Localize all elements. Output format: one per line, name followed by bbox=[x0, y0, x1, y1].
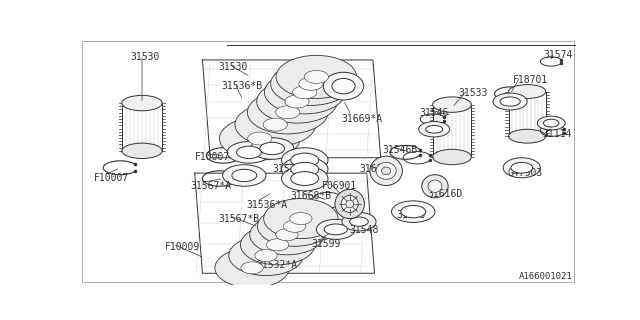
Text: F10007: F10007 bbox=[94, 173, 129, 183]
Text: 31536*A: 31536*A bbox=[246, 200, 288, 210]
Ellipse shape bbox=[248, 132, 272, 145]
Ellipse shape bbox=[263, 118, 287, 131]
Ellipse shape bbox=[509, 84, 546, 99]
Ellipse shape bbox=[276, 106, 300, 119]
Text: 31545: 31545 bbox=[396, 210, 426, 220]
Ellipse shape bbox=[229, 236, 303, 276]
Text: 31536*B: 31536*B bbox=[222, 81, 263, 91]
Ellipse shape bbox=[282, 148, 328, 172]
Ellipse shape bbox=[291, 172, 319, 186]
Text: 31574: 31574 bbox=[543, 50, 573, 60]
Text: 31114: 31114 bbox=[542, 129, 572, 139]
Ellipse shape bbox=[422, 175, 448, 198]
Text: 31567*A: 31567*A bbox=[191, 181, 232, 191]
Ellipse shape bbox=[276, 55, 356, 99]
Ellipse shape bbox=[276, 229, 298, 241]
Ellipse shape bbox=[232, 169, 257, 182]
Text: 31530: 31530 bbox=[218, 61, 247, 71]
Ellipse shape bbox=[376, 162, 396, 179]
Text: 31532*A: 31532*A bbox=[257, 260, 298, 270]
Text: 31616D: 31616D bbox=[428, 188, 463, 198]
Ellipse shape bbox=[349, 217, 368, 226]
Ellipse shape bbox=[511, 162, 532, 173]
Ellipse shape bbox=[241, 225, 315, 265]
Ellipse shape bbox=[264, 198, 338, 239]
Text: 31668*B: 31668*B bbox=[291, 191, 332, 201]
Ellipse shape bbox=[290, 212, 312, 225]
Ellipse shape bbox=[342, 212, 376, 231]
Ellipse shape bbox=[381, 167, 391, 175]
Ellipse shape bbox=[237, 146, 261, 158]
Ellipse shape bbox=[220, 117, 300, 160]
Ellipse shape bbox=[271, 62, 351, 105]
Ellipse shape bbox=[291, 162, 319, 176]
Ellipse shape bbox=[122, 95, 162, 111]
Ellipse shape bbox=[260, 142, 285, 155]
Text: 31546B: 31546B bbox=[382, 145, 417, 155]
Ellipse shape bbox=[426, 125, 443, 133]
Ellipse shape bbox=[543, 119, 559, 127]
Ellipse shape bbox=[433, 97, 472, 112]
Text: 31530: 31530 bbox=[131, 52, 160, 62]
Ellipse shape bbox=[284, 220, 306, 232]
Ellipse shape bbox=[370, 156, 403, 186]
Ellipse shape bbox=[509, 129, 546, 143]
Text: 31532*B: 31532*B bbox=[272, 164, 314, 174]
Ellipse shape bbox=[316, 219, 355, 239]
Text: 31567*B: 31567*B bbox=[218, 214, 259, 224]
Ellipse shape bbox=[299, 77, 323, 90]
Text: F06901: F06901 bbox=[322, 181, 357, 191]
Ellipse shape bbox=[493, 93, 527, 110]
Ellipse shape bbox=[122, 143, 162, 158]
Ellipse shape bbox=[500, 97, 520, 106]
Ellipse shape bbox=[433, 149, 472, 165]
Ellipse shape bbox=[241, 262, 263, 274]
Ellipse shape bbox=[255, 250, 277, 261]
Text: G47903: G47903 bbox=[508, 168, 543, 178]
Ellipse shape bbox=[282, 157, 328, 182]
Ellipse shape bbox=[250, 215, 324, 255]
Text: 31669*A: 31669*A bbox=[341, 114, 382, 124]
Ellipse shape bbox=[223, 165, 266, 186]
Ellipse shape bbox=[257, 206, 332, 246]
Ellipse shape bbox=[266, 239, 289, 251]
Ellipse shape bbox=[428, 180, 442, 192]
Ellipse shape bbox=[392, 201, 435, 222]
Ellipse shape bbox=[537, 116, 565, 130]
Ellipse shape bbox=[503, 158, 540, 178]
Ellipse shape bbox=[285, 95, 309, 108]
Text: 31548: 31548 bbox=[349, 225, 379, 235]
Ellipse shape bbox=[304, 70, 328, 84]
Text: F10009: F10009 bbox=[165, 243, 200, 252]
Ellipse shape bbox=[235, 103, 316, 146]
Ellipse shape bbox=[257, 80, 337, 123]
Ellipse shape bbox=[323, 72, 364, 100]
Ellipse shape bbox=[332, 78, 355, 94]
Ellipse shape bbox=[419, 122, 450, 137]
Ellipse shape bbox=[282, 166, 328, 191]
Text: 31616C: 31616C bbox=[359, 164, 394, 174]
Ellipse shape bbox=[250, 138, 294, 159]
Ellipse shape bbox=[227, 141, 271, 163]
Ellipse shape bbox=[292, 86, 317, 99]
Text: A166001021: A166001021 bbox=[518, 272, 572, 281]
Ellipse shape bbox=[324, 224, 348, 235]
Text: 31546: 31546 bbox=[419, 108, 449, 118]
Text: 31599: 31599 bbox=[311, 239, 340, 249]
Ellipse shape bbox=[401, 205, 426, 218]
Ellipse shape bbox=[346, 200, 353, 208]
Ellipse shape bbox=[291, 153, 319, 167]
Text: F18701: F18701 bbox=[513, 75, 548, 85]
Ellipse shape bbox=[341, 196, 358, 212]
Ellipse shape bbox=[264, 71, 345, 114]
Text: F10007: F10007 bbox=[195, 152, 230, 162]
Ellipse shape bbox=[248, 91, 328, 134]
Ellipse shape bbox=[215, 248, 289, 288]
Ellipse shape bbox=[335, 189, 364, 219]
Text: 31533: 31533 bbox=[458, 88, 488, 99]
